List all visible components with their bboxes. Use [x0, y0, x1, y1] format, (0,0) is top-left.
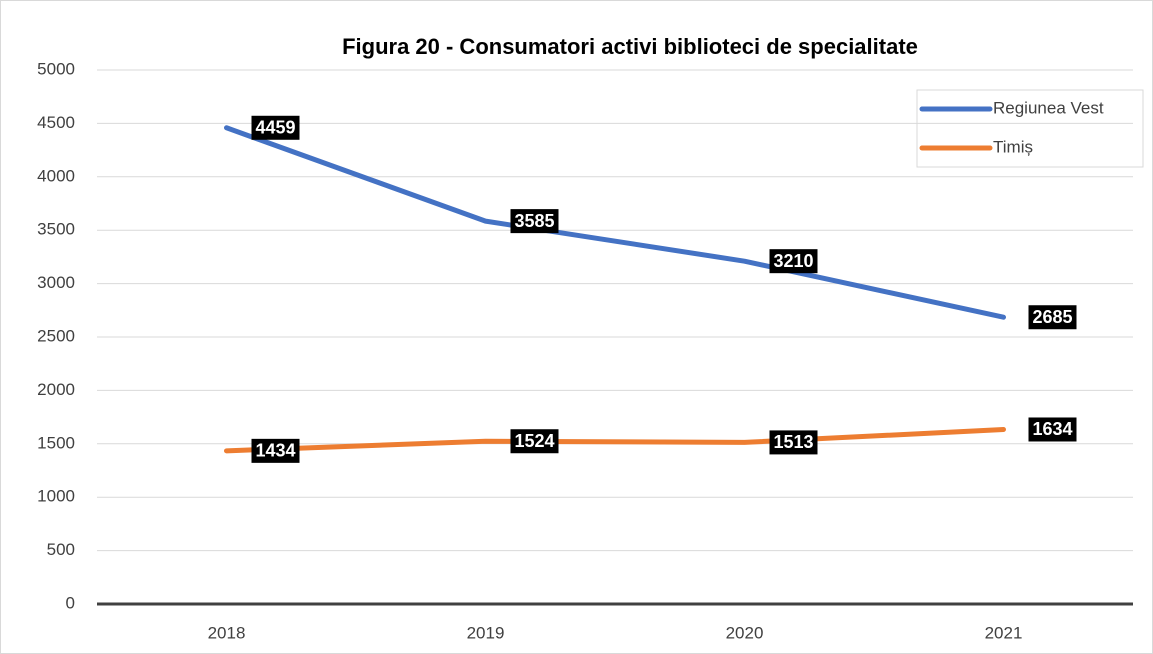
x-tick-label: 2020	[726, 623, 764, 642]
data-label: 3210	[773, 251, 813, 271]
y-tick-label: 2500	[37, 326, 75, 345]
y-tick-label: 4500	[37, 113, 75, 132]
legend-label: Timiș	[993, 137, 1033, 156]
y-tick-label: 4000	[37, 166, 75, 185]
data-label: 4459	[255, 118, 295, 138]
y-tick-label: 500	[47, 540, 75, 559]
chart-title: Figura 20 - Consumatori activi bibliotec…	[342, 34, 918, 59]
y-tick-label: 0	[66, 593, 75, 612]
data-label: 1513	[773, 432, 813, 452]
y-tick-label: 5000	[37, 59, 75, 78]
series-line	[224, 125, 1006, 320]
y-tick-label: 1500	[37, 433, 75, 452]
data-label-box	[769, 430, 818, 455]
data-label: 2685	[1032, 307, 1072, 327]
data-label-box	[769, 249, 818, 274]
y-tick-label: 1000	[37, 487, 75, 506]
data-label: 3585	[514, 211, 554, 231]
x-tick-label: 2018	[208, 623, 246, 642]
data-label: 1434	[255, 441, 295, 461]
y-tick-label: 2000	[37, 380, 75, 399]
data-label-box	[251, 115, 300, 140]
y-tick-label: 3000	[37, 273, 75, 292]
x-tick-label: 2019	[467, 623, 505, 642]
y-tick-label: 3500	[37, 220, 75, 239]
data-label: 1634	[1032, 419, 1072, 439]
data-label-box	[251, 438, 300, 463]
data-label-box	[510, 429, 559, 454]
series-line	[224, 426, 1006, 454]
legend-label: Regiunea Vest	[993, 98, 1104, 117]
legend	[916, 89, 1144, 168]
data-label: 1524	[514, 431, 554, 451]
x-tick-label: 2021	[985, 623, 1023, 642]
data-label-box	[1028, 305, 1077, 330]
data-label-box	[510, 209, 559, 234]
data-label-box	[1028, 417, 1077, 442]
